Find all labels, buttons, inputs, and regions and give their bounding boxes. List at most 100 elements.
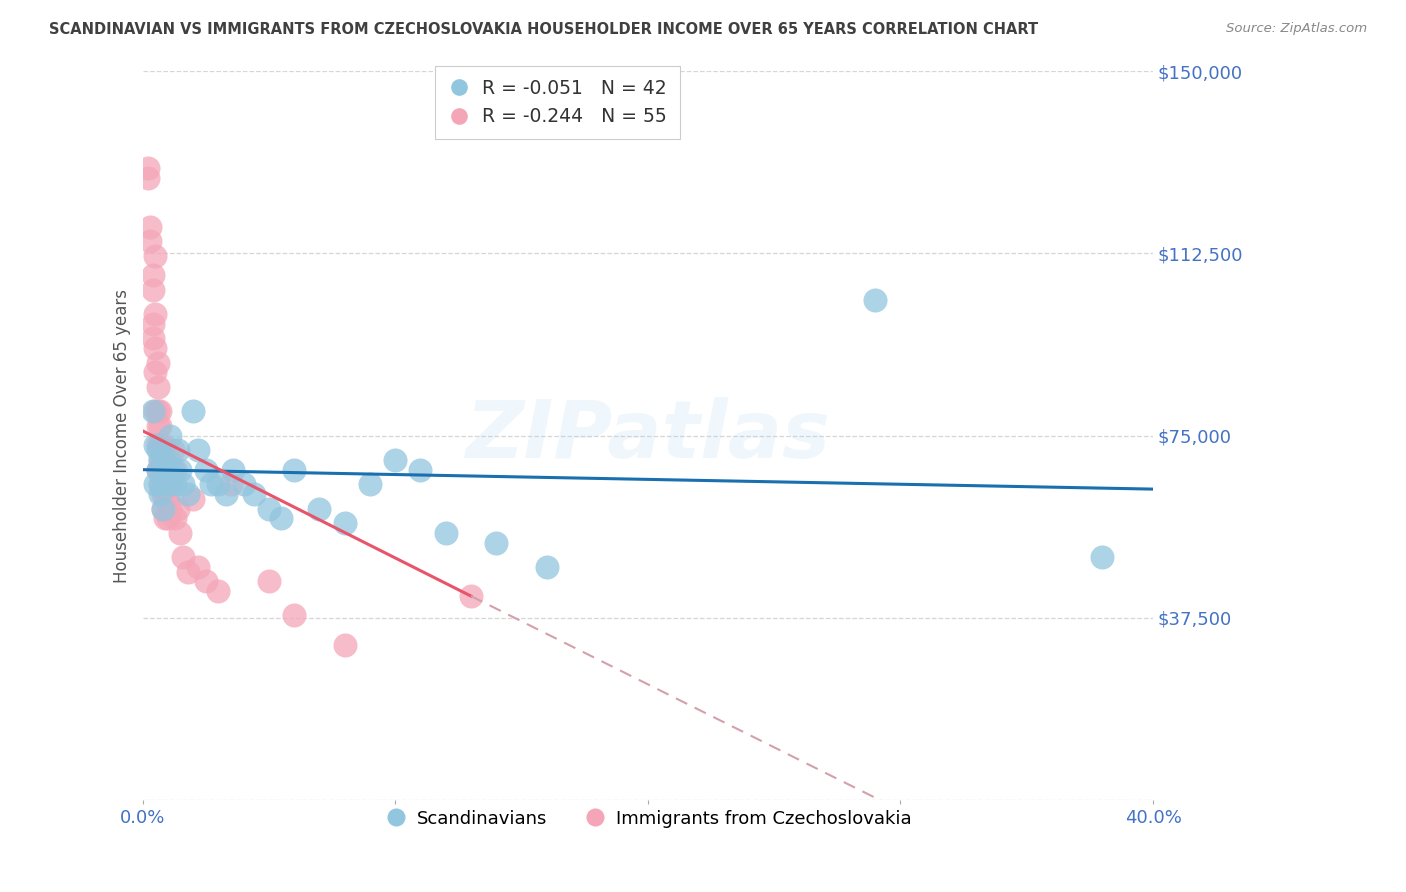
Point [143,307,166,321]
Point [155,463,177,477]
Text: Source: ZipAtlas.com: Source: ZipAtlas.com [1226,22,1367,36]
Point [215,487,238,501]
Point [333,516,356,530]
Point [181,404,204,418]
Point [149,438,172,452]
Point [156,453,179,467]
Point [142,317,165,331]
Point [143,341,166,355]
Point [149,404,172,418]
Point [172,477,194,491]
Point [1091,550,1114,565]
Point [149,418,172,433]
Point [156,477,179,491]
Point [152,501,174,516]
Point [187,443,209,458]
Point [308,501,330,516]
Point [146,443,169,458]
Point [136,161,159,176]
Text: SCANDINAVIAN VS IMMIGRANTS FROM CZECHOSLOVAKIA HOUSEHOLDER INCOME OVER 65 YEARS : SCANDINAVIAN VS IMMIGRANTS FROM CZECHOSL… [49,22,1039,37]
Point [536,560,558,574]
Point [167,501,190,516]
Point [257,501,280,516]
Point [384,453,406,467]
Point [187,560,209,574]
Point [863,293,886,307]
Point [167,443,190,458]
Point [155,511,177,525]
Point [219,477,242,491]
Point [142,331,165,345]
Point [222,463,245,477]
Point [162,443,184,458]
Point [181,491,204,506]
Point [207,584,229,599]
Point [143,477,166,491]
Point [149,477,172,491]
Point [146,418,169,433]
Point [143,366,166,380]
Point [146,438,169,452]
Point [165,463,187,477]
Point [152,453,174,467]
Point [152,438,174,452]
Point [156,511,179,525]
Y-axis label: Householder Income Over 65 years: Householder Income Over 65 years [114,289,131,582]
Point [359,477,381,491]
Point [155,463,177,477]
Point [232,477,254,491]
Point [159,477,181,491]
Point [155,491,177,506]
Point [156,477,179,491]
Point [139,219,162,234]
Point [152,472,174,486]
Point [162,463,184,477]
Point [152,467,174,482]
Point [165,477,187,491]
Point [434,525,457,540]
Point [155,477,177,491]
Point [149,477,172,491]
Point [149,453,172,467]
Text: ZIPatlas: ZIPatlas [465,397,831,475]
Point [143,249,166,263]
Point [177,487,200,501]
Point [146,463,169,477]
Point [333,638,356,652]
Point [143,438,166,452]
Point [177,565,200,579]
Point [172,550,194,565]
Point [409,463,432,477]
Point [146,356,169,370]
Point [159,428,181,442]
Point [169,525,191,540]
Point [194,574,217,589]
Point [149,487,172,501]
Point [149,463,172,477]
Point [143,404,166,418]
Point [194,463,217,477]
Point [283,608,305,623]
Point [460,589,482,603]
Point [283,463,305,477]
Point [159,501,181,516]
Point [200,477,222,491]
Point [242,487,264,501]
Point [139,234,162,248]
Point [146,380,169,394]
Point [152,501,174,516]
Point [156,491,179,506]
Point [257,574,280,589]
Point [146,404,169,418]
Point [149,453,172,467]
Point [169,463,191,477]
Point [485,535,508,549]
Point [207,477,229,491]
Point [142,283,165,297]
Point [146,463,169,477]
Point [165,511,187,525]
Point [136,171,159,186]
Point [142,404,165,418]
Point [270,511,292,525]
Legend: Scandinavians, Immigrants from Czechoslovakia: Scandinavians, Immigrants from Czechoslo… [377,803,918,835]
